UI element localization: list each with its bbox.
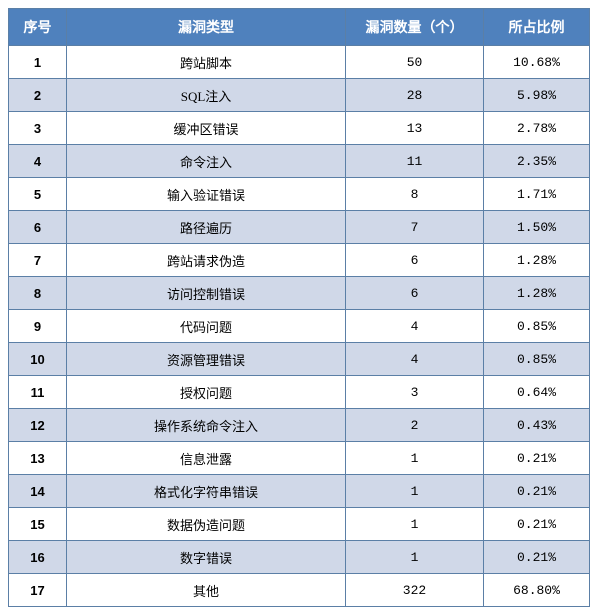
cell-index: 11 xyxy=(9,376,67,409)
cell-type: 跨站脚本 xyxy=(67,46,346,79)
table-row: 17其他32268.80% xyxy=(9,574,590,607)
cell-count: 1 xyxy=(346,475,484,508)
cell-ratio: 0.21% xyxy=(484,508,590,541)
cell-index: 12 xyxy=(9,409,67,442)
cell-count: 11 xyxy=(346,145,484,178)
cell-index: 6 xyxy=(9,211,67,244)
cell-type: 访问控制错误 xyxy=(67,277,346,310)
cell-ratio: 0.21% xyxy=(484,442,590,475)
header-type: 漏洞类型 xyxy=(67,9,346,46)
cell-type: 其他 xyxy=(67,574,346,607)
header-index: 序号 xyxy=(9,9,67,46)
cell-ratio: 0.43% xyxy=(484,409,590,442)
cell-index: 3 xyxy=(9,112,67,145)
cell-index: 5 xyxy=(9,178,67,211)
cell-type: 信息泄露 xyxy=(67,442,346,475)
table-row: 3缓冲区错误132.78% xyxy=(9,112,590,145)
cell-count: 50 xyxy=(346,46,484,79)
cell-count: 1 xyxy=(346,442,484,475)
table-row: 12操作系统命令注入20.43% xyxy=(9,409,590,442)
cell-count: 13 xyxy=(346,112,484,145)
cell-ratio: 0.21% xyxy=(484,475,590,508)
cell-count: 6 xyxy=(346,277,484,310)
cell-ratio: 1.71% xyxy=(484,178,590,211)
table-row: 6路径遍历71.50% xyxy=(9,211,590,244)
table-row: 10资源管理错误40.85% xyxy=(9,343,590,376)
cell-type: 跨站请求伪造 xyxy=(67,244,346,277)
cell-type: 授权问题 xyxy=(67,376,346,409)
table-row: 2SQL注入285.98% xyxy=(9,79,590,112)
cell-index: 7 xyxy=(9,244,67,277)
cell-count: 4 xyxy=(346,343,484,376)
header-count: 漏洞数量（个） xyxy=(346,9,484,46)
cell-count: 2 xyxy=(346,409,484,442)
table-header-row: 序号 漏洞类型 漏洞数量（个） 所占比例 xyxy=(9,9,590,46)
cell-type: 格式化字符串错误 xyxy=(67,475,346,508)
cell-ratio: 0.21% xyxy=(484,541,590,574)
cell-type: 输入验证错误 xyxy=(67,178,346,211)
table-row: 8访问控制错误61.28% xyxy=(9,277,590,310)
cell-type: 路径遍历 xyxy=(67,211,346,244)
header-ratio: 所占比例 xyxy=(484,9,590,46)
table-row: 5输入验证错误81.71% xyxy=(9,178,590,211)
table-row: 9代码问题40.85% xyxy=(9,310,590,343)
cell-type: 代码问题 xyxy=(67,310,346,343)
table-row: 14格式化字符串错误10.21% xyxy=(9,475,590,508)
cell-type: 资源管理错误 xyxy=(67,343,346,376)
cell-count: 7 xyxy=(346,211,484,244)
table-row: 1跨站脚本5010.68% xyxy=(9,46,590,79)
table-row: 16数字错误10.21% xyxy=(9,541,590,574)
cell-index: 2 xyxy=(9,79,67,112)
cell-index: 1 xyxy=(9,46,67,79)
cell-count: 1 xyxy=(346,508,484,541)
cell-index: 9 xyxy=(9,310,67,343)
cell-ratio: 1.28% xyxy=(484,277,590,310)
cell-index: 16 xyxy=(9,541,67,574)
cell-ratio: 1.28% xyxy=(484,244,590,277)
cell-count: 28 xyxy=(346,79,484,112)
cell-type: 数据伪造问题 xyxy=(67,508,346,541)
cell-index: 13 xyxy=(9,442,67,475)
table-row: 4命令注入112.35% xyxy=(9,145,590,178)
table-body: 1跨站脚本5010.68%2SQL注入285.98%3缓冲区错误132.78%4… xyxy=(9,46,590,607)
cell-ratio: 1.50% xyxy=(484,211,590,244)
cell-type: 命令注入 xyxy=(67,145,346,178)
cell-index: 17 xyxy=(9,574,67,607)
cell-type: 数字错误 xyxy=(67,541,346,574)
table-row: 13信息泄露10.21% xyxy=(9,442,590,475)
cell-index: 10 xyxy=(9,343,67,376)
cell-type: 缓冲区错误 xyxy=(67,112,346,145)
vulnerability-table: 序号 漏洞类型 漏洞数量（个） 所占比例 1跨站脚本5010.68%2SQL注入… xyxy=(8,8,590,607)
cell-index: 14 xyxy=(9,475,67,508)
cell-count: 8 xyxy=(346,178,484,211)
cell-count: 4 xyxy=(346,310,484,343)
cell-count: 6 xyxy=(346,244,484,277)
table-row: 15数据伪造问题10.21% xyxy=(9,508,590,541)
cell-ratio: 0.85% xyxy=(484,343,590,376)
cell-ratio: 10.68% xyxy=(484,46,590,79)
table-row: 7跨站请求伪造61.28% xyxy=(9,244,590,277)
cell-ratio: 0.64% xyxy=(484,376,590,409)
cell-type: 操作系统命令注入 xyxy=(67,409,346,442)
cell-index: 4 xyxy=(9,145,67,178)
cell-ratio: 2.35% xyxy=(484,145,590,178)
cell-index: 8 xyxy=(9,277,67,310)
cell-count: 1 xyxy=(346,541,484,574)
cell-ratio: 68.80% xyxy=(484,574,590,607)
cell-count: 322 xyxy=(346,574,484,607)
cell-index: 15 xyxy=(9,508,67,541)
cell-ratio: 2.78% xyxy=(484,112,590,145)
cell-ratio: 0.85% xyxy=(484,310,590,343)
cell-ratio: 5.98% xyxy=(484,79,590,112)
cell-count: 3 xyxy=(346,376,484,409)
table-row: 11授权问题30.64% xyxy=(9,376,590,409)
cell-type: SQL注入 xyxy=(67,79,346,112)
